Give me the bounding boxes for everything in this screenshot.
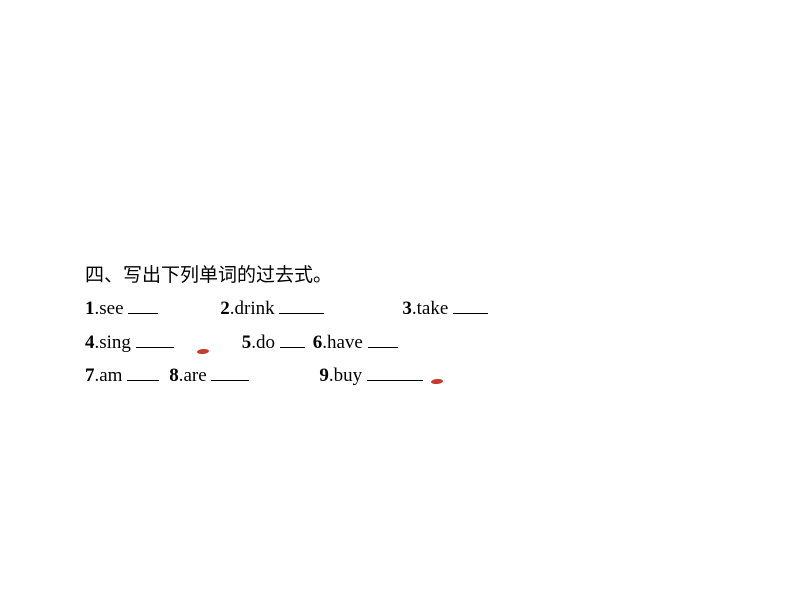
blank-2 [279,295,324,314]
item-word: buy [334,365,363,386]
item-number: 4 [85,332,95,353]
exercise-heading: 四、写出下列单词的过去式。 [85,260,488,291]
item-3: 3.take [402,298,488,319]
item-word: have [327,332,363,353]
item-number: 3 [402,298,412,319]
item-7: 7.am [85,365,159,386]
blank-9 [367,362,423,381]
item-word: see [99,298,123,319]
item-5: 5.do [242,332,305,353]
item-4: 4.sing [85,332,174,353]
item-number: 9 [319,365,329,386]
item-word: am [99,365,122,386]
blank-3 [453,295,488,314]
item-number: 2 [220,298,230,319]
item-word: take [417,298,449,319]
item-word: do [256,332,275,353]
exercise-content: 四、写出下列单词的过去式。 1.see 2.drink 3.take 4.sin… [85,260,488,393]
item-number: 1 [85,298,95,319]
item-1: 1.see [85,298,158,319]
blank-1 [128,295,158,314]
row-1: 1.see 2.drink 3.take [85,293,488,324]
blank-8 [211,362,249,381]
blank-4 [136,329,174,348]
blank-7 [127,362,159,381]
item-word: are [183,365,206,386]
blank-5 [280,329,305,348]
item-number: 6 [313,332,323,353]
item-number: 8 [169,365,179,386]
item-9: 9.buy [319,365,423,386]
item-word: drink [235,298,275,319]
item-8: 8.are [169,365,249,386]
blank-6 [368,329,398,348]
row-2: 4.sing 5.do 6.have [85,327,488,358]
item-number: 5 [242,332,252,353]
item-6: 6.have [313,332,398,353]
item-2: 2.drink [220,298,324,319]
item-number: 7 [85,365,95,386]
item-word: sing [99,332,131,353]
row-3: 7.am 8.are 9.buy [85,360,488,391]
